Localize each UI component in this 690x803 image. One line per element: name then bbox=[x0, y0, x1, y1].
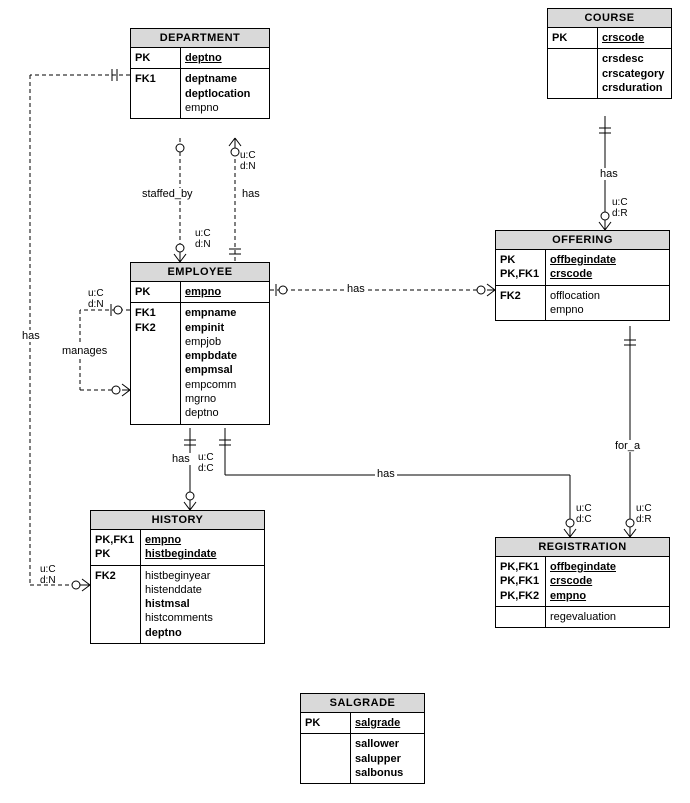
card-3: u:C d:R bbox=[612, 197, 628, 219]
attr-cell: sallowersaluppersalbonus bbox=[351, 734, 424, 783]
key-cell: FK2 bbox=[91, 566, 141, 643]
key-cell bbox=[548, 49, 598, 98]
attr-cell: crscode bbox=[598, 28, 671, 48]
entity-title: DEPARTMENT bbox=[131, 29, 269, 48]
attr-cell: offlocationempno bbox=[546, 286, 669, 321]
key-cell bbox=[496, 607, 546, 627]
rel-emp-has-reg: has bbox=[375, 468, 397, 480]
key-cell bbox=[301, 734, 351, 783]
rel-emp-has-hist: has bbox=[170, 453, 192, 465]
rel-manages: manages bbox=[60, 345, 109, 357]
rel-staffed-by: staffed_by bbox=[140, 188, 195, 200]
entity-registration: REGISTRATIONPK,FK1PK,FK1PK,FK2offbeginda… bbox=[495, 537, 670, 628]
rel-for-a: for_a bbox=[613, 440, 642, 452]
entity-course: COURSEPKcrscodecrsdesccrscategorycrsdura… bbox=[547, 8, 672, 99]
attr-cell: histbeginyearhistenddatehistmsalhistcomm… bbox=[141, 566, 264, 643]
key-cell: PKPK,FK1 bbox=[496, 250, 546, 285]
entity-history: HISTORYPK,FK1PKempnohistbegindateFK2hist… bbox=[90, 510, 265, 644]
entity-department: DEPARTMENTPKdeptnoFK1deptnamedeptlocatio… bbox=[130, 28, 270, 119]
card-6: u:C d:R bbox=[636, 503, 652, 525]
entity-salgrade: SALGRADEPKsalgradesallowersaluppersalbon… bbox=[300, 693, 425, 784]
entity-title: OFFERING bbox=[496, 231, 669, 250]
attr-cell: offbegindatecrscodeempno bbox=[546, 557, 669, 606]
key-cell: PK bbox=[131, 48, 181, 68]
key-cell: PK,FK1PK,FK1PK,FK2 bbox=[496, 557, 546, 606]
rel-dept-has: has bbox=[240, 188, 262, 200]
attr-cell: empno bbox=[181, 282, 269, 302]
card-5: u:C d:C bbox=[576, 503, 592, 525]
key-cell: PK bbox=[131, 282, 181, 302]
key-cell: FK1FK2 bbox=[131, 303, 181, 423]
key-cell: FK1 bbox=[131, 69, 181, 118]
rel-course-has: has bbox=[598, 168, 620, 180]
key-cell: FK2 bbox=[496, 286, 546, 321]
entity-title: COURSE bbox=[548, 9, 671, 28]
card-2: u:C d:N bbox=[195, 228, 211, 250]
card-1: u:C d:N bbox=[240, 150, 256, 172]
attr-cell: offbegindatecrscode bbox=[546, 250, 669, 285]
attr-cell: regevaluation bbox=[546, 607, 669, 627]
entity-offering: OFFERINGPKPK,FK1offbegindatecrscodeFK2of… bbox=[495, 230, 670, 321]
er-connectors bbox=[0, 0, 690, 803]
attr-cell: deptno bbox=[181, 48, 269, 68]
key-cell: PK bbox=[301, 713, 351, 733]
attr-cell: salgrade bbox=[351, 713, 424, 733]
card-4: u:C d:C bbox=[198, 452, 214, 474]
entity-title: REGISTRATION bbox=[496, 538, 669, 557]
entity-employee: EMPLOYEEPKempnoFK1FK2empnameempinitempjo… bbox=[130, 262, 270, 425]
attr-cell: empnohistbegindate bbox=[141, 530, 264, 565]
entity-title: SALGRADE bbox=[301, 694, 424, 713]
entity-title: HISTORY bbox=[91, 511, 264, 530]
attr-cell: deptnamedeptlocationempno bbox=[181, 69, 269, 118]
rel-emp-has-off: has bbox=[345, 283, 367, 295]
key-cell: PK bbox=[548, 28, 598, 48]
key-cell: PK,FK1PK bbox=[91, 530, 141, 565]
card-8: u:C d:N bbox=[88, 288, 104, 310]
attr-cell: empnameempinitempjobempbdateempmsalempco… bbox=[181, 303, 269, 423]
attr-cell: crsdesccrscategorycrsduration bbox=[598, 49, 671, 98]
rel-dept-has-hist: has bbox=[20, 330, 42, 342]
card-7: u:C d:N bbox=[40, 564, 56, 586]
entity-title: EMPLOYEE bbox=[131, 263, 269, 282]
